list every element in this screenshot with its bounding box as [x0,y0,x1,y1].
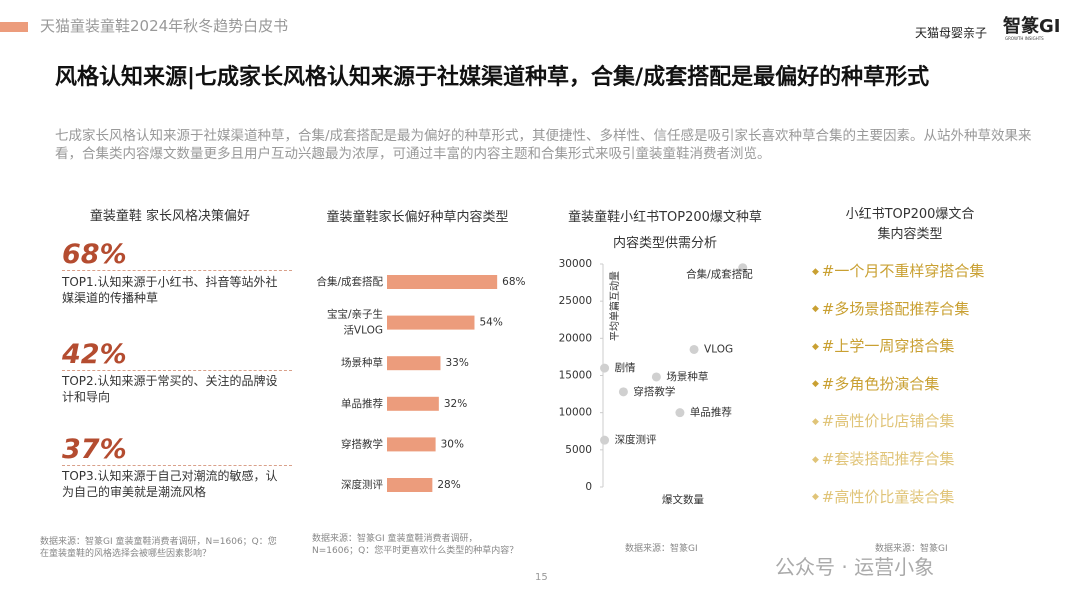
category-label: 宝宝/亲子生活VLOG [327,308,383,337]
bar-chart: 合集/成套搭配 68% 宝宝/亲子生活VLOG 54% 场景种草 33% 单品推荐 32% 穿搭… [316,275,526,492]
share-text: TOP1.认知来源于小红书、抖音等站外社媒渠道的传播种草 [62,275,278,305]
collection-item: #高性价比童装合集 [812,486,955,507]
category-label: 场景种草 [341,356,383,369]
y-tick-label: 10000 [559,407,592,419]
collection-item: #上学一周穿搭合集 [812,335,955,356]
source: 数据来源：智篆GI 童装童鞋消费者调研，N=1606；Q：您在童装童鞋的风格选择… [40,537,277,559]
point [689,344,699,354]
point [651,372,661,382]
point [738,263,748,273]
share: 68% [62,240,292,271]
point [675,408,685,418]
point-label: 合集/成套搭配 [686,268,753,281]
x-axis-label: 爆文数量 [662,493,704,506]
point-label: VLOG [704,343,733,355]
chart-title: 童装童鞋家长偏好种草内容类型 [326,210,509,225]
logo-tmall: 天猫母婴亲子 [915,26,988,40]
value-label: 32% [444,398,467,410]
value-label: 54% [479,317,502,329]
point-label: 深度测评 [615,433,657,446]
chart-title: 童装童鞋小红书TOP200爆文种草内容类型供需分析 [568,210,762,251]
category-label: 深度测评 [341,478,383,491]
bar [387,275,498,289]
page-number: 15 [535,572,548,583]
watermark: 公众号 · 运营小象 [775,555,935,579]
share: 42% [62,340,292,371]
bar [387,396,439,411]
bar [387,315,475,330]
collection-item: #一个月不重样穿搭合集 [812,260,985,281]
logo-gi-sub: GROWTH INSIGHTS [1005,36,1044,41]
point [618,387,628,397]
value-label: 28% [437,479,460,491]
bar [387,437,436,452]
value-label: 30% [441,438,464,450]
point [600,363,610,373]
point [600,435,610,445]
source: 数据来源：智篆GI [625,544,698,554]
share: 37% [62,435,292,466]
scatter-chart: 0 5000 10000 15000 20000 25000 30000 平均单篇互动量爆文数… [559,258,754,506]
panel-title: 小红书TOP200爆文合集内容类型 [845,207,975,242]
category-label: 合集/成套搭配 [316,275,383,288]
y-tick-label: 25000 [559,295,592,307]
source: 数据来源：智篆GI [875,544,948,554]
report-name: 天猫童装童鞋2024年秋冬趋势白皮书 [40,17,289,35]
value-label: 33% [445,357,468,369]
header-accent [0,22,28,32]
y-tick-label: 15000 [559,370,592,382]
collection-item: #多角色扮演合集 [812,373,940,394]
y-axis-label: 平均单篇互动量 [608,271,621,341]
category-label: 穿搭教学 [341,437,383,450]
point-label: 场景种草 [666,370,708,383]
share-text: TOP3.认知来源于自己对潮流的敏感，认为自己的审美就是潮流风格 [62,469,278,499]
share-text: TOP2.认知来源于常买的、关注的品牌设计和导向 [62,374,278,404]
point-label: 穿搭教学 [633,385,675,398]
y-tick-label: 20000 [559,332,592,344]
panel-title: 童装童鞋 家长风格决策偏好 [89,209,251,224]
collection-item: #套装搭配推荐合集 [812,448,955,469]
y-tick-label: 30000 [559,258,592,270]
y-tick-label: 0 [585,481,592,493]
page-title: 风格认知来源|七成家长风格认知来源于社媒渠道种草，合集/成套搭配是最偏好的种草形… [55,65,930,90]
y-tick-label: 5000 [565,444,592,456]
category-label: 单品推荐 [341,397,383,410]
logo-gi: 智篆GI [1003,16,1061,37]
description: 七成家长风格认知来源于社媒渠道种草，合集/成套搭配是最为偏好的种草形式，其便捷性… [55,128,1032,162]
bar [387,356,441,371]
value-label: 68% [502,276,525,288]
bar [387,478,433,492]
source: 数据来源：智篆GI 童装童鞋消费者调研，N=1606；Q：您平时更喜欢什么类型的… [312,534,519,556]
collection-item: #高性价比店铺合集 [812,410,955,431]
point-label: 单品推荐 [690,406,732,419]
collection-item: #多场景搭配推荐合集 [812,298,970,319]
point-label: 剧情 [615,361,636,374]
